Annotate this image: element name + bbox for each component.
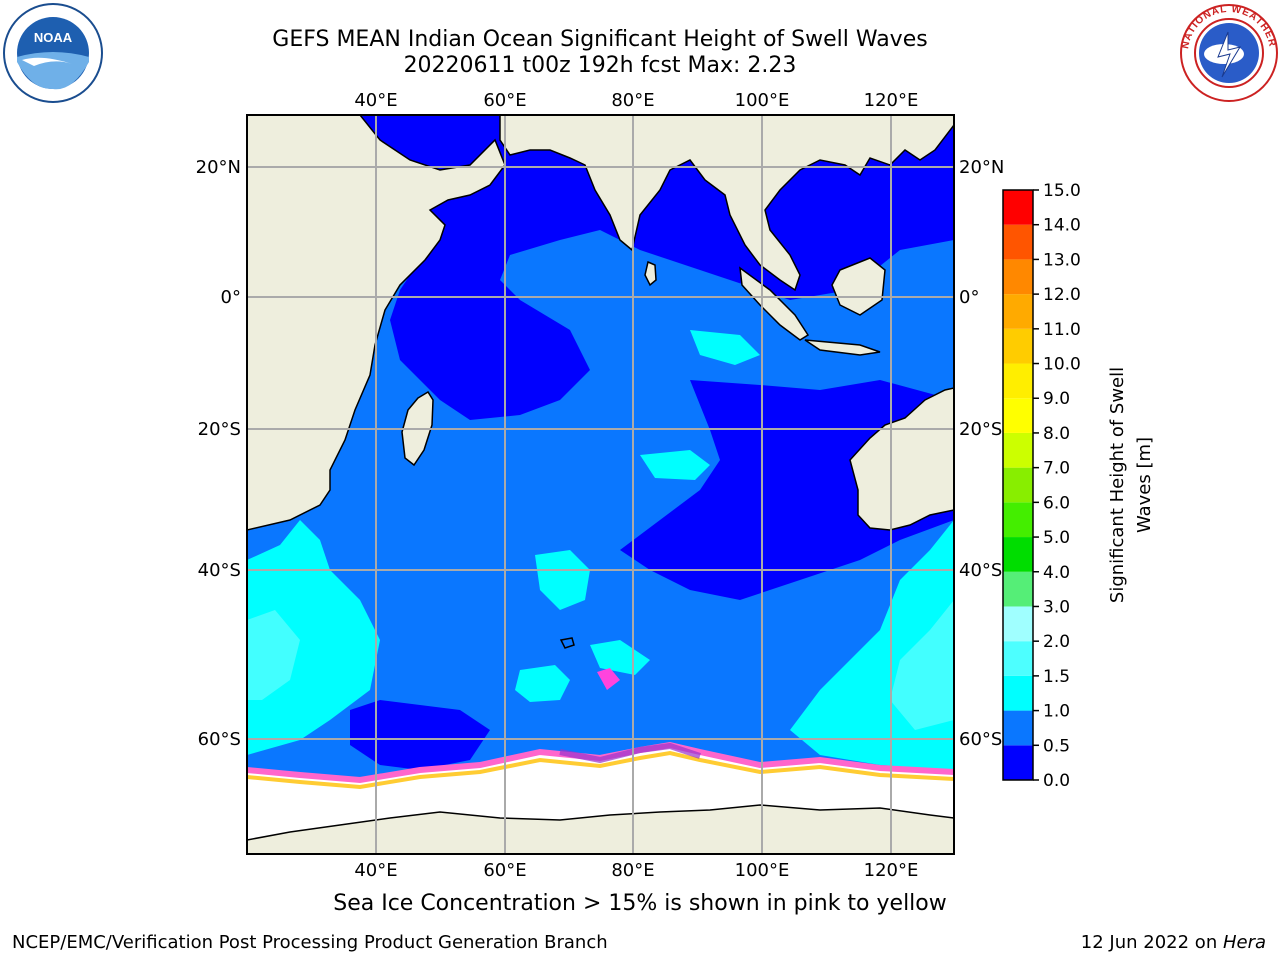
lon-label-bottom-60e: 60°E bbox=[483, 860, 526, 881]
chart-title: GEFS MEAN Indian Ocean Significant Heigh… bbox=[272, 27, 928, 52]
footer-date-text: 12 Jun 2022 on bbox=[1080, 932, 1223, 953]
land-sri-lanka bbox=[644, 260, 657, 287]
colorbar-swatch-4.0 bbox=[1003, 537, 1033, 572]
colorbar bbox=[1002, 189, 1034, 781]
lat-label-left-20n: 20°N bbox=[196, 157, 241, 178]
footer-credit: NCEP/EMC/Verification Post Processing Pr… bbox=[12, 932, 608, 953]
colorbar-tick-label: 11.0 bbox=[1043, 320, 1081, 340]
map-frame bbox=[246, 114, 955, 855]
lon-label-top-60e: 60°E bbox=[483, 90, 526, 111]
noaa-logo-text: NOAA bbox=[34, 30, 73, 45]
footer-host: Hera bbox=[1222, 932, 1266, 953]
lon-label-bottom-120e: 120°E bbox=[864, 860, 919, 881]
colorbar-tick-label: 15.0 bbox=[1043, 181, 1081, 201]
colorbar-tick-label: 9.0 bbox=[1043, 389, 1070, 409]
lon-label-top-100e: 100°E bbox=[735, 90, 790, 111]
swell-band-1.5-2.0 bbox=[247, 600, 954, 730]
colorbar-tick-label: 12.0 bbox=[1043, 285, 1081, 305]
colorbar-tick-label: 1.5 bbox=[1043, 667, 1070, 687]
colorbar-swatch-0.0 bbox=[1003, 745, 1033, 780]
colorbar-tick-label: 3.0 bbox=[1043, 597, 1070, 617]
colorbar-tick-label: 10.0 bbox=[1043, 355, 1081, 375]
colorbar-swatch-1.5 bbox=[1003, 641, 1033, 676]
colorbar-swatch-3.0 bbox=[1003, 571, 1033, 607]
colorbar-swatch-13.0 bbox=[1003, 224, 1033, 260]
lat-label-right-0: 0° bbox=[959, 287, 979, 308]
nws-logo: NATIONAL WEATHER SERVICE bbox=[1178, 2, 1278, 102]
colorbar-swatch-10.0 bbox=[1003, 328, 1033, 364]
land-india-asia bbox=[499, 115, 954, 292]
colorbar-tick-label: 6.0 bbox=[1043, 493, 1070, 513]
colorbar-tick-label: 13.0 bbox=[1043, 250, 1081, 270]
colorbar-label-line1: Significant Height of Swell bbox=[1107, 367, 1128, 603]
colorbar-swatch-11.0 bbox=[1003, 294, 1033, 329]
land-sumatra bbox=[739, 266, 810, 341]
colorbar-swatch-14.0 bbox=[1003, 190, 1033, 225]
colorbar-swatch-5.0 bbox=[1003, 502, 1033, 538]
colorbar-tick-label: 8.0 bbox=[1043, 424, 1070, 444]
sea-ice-edge-purple bbox=[559, 742, 701, 764]
gridlines bbox=[247, 115, 954, 854]
ice-patch-magenta bbox=[597, 668, 620, 690]
colorbar-swatch-9.0 bbox=[1003, 363, 1033, 399]
colorbar-swatch-12.0 bbox=[1003, 259, 1033, 295]
colorbar-ticks: 0.0 0.5 1.0 1.5 2.0 3.0 4.0 5.0 6.0 7.0 8.0 9.0 10.0… bbox=[1033, 181, 1081, 791]
colorbar-swatch-0.5 bbox=[1003, 710, 1033, 746]
colorbar-swatch-1.0 bbox=[1003, 675, 1033, 711]
colorbar-label-line2: Waves [m] bbox=[1134, 437, 1155, 533]
land-java bbox=[804, 339, 881, 356]
lat-label-right-40s: 40°S bbox=[959, 560, 1002, 581]
lon-label-bottom-40e: 40°E bbox=[354, 860, 397, 881]
colorbar-swatch-8.0 bbox=[1003, 398, 1033, 433]
colorbar-tick-label: 0.0 bbox=[1043, 771, 1070, 791]
chart-subtitle: 20220611 t00z 192h fcst Max: 2.23 bbox=[403, 53, 797, 78]
colorbar-tick-label: 2.0 bbox=[1043, 632, 1070, 652]
lon-label-top-120e: 120°E bbox=[864, 90, 919, 111]
lon-label-bottom-100e: 100°E bbox=[735, 860, 790, 881]
sea-ice-note: Sea Ice Concentration > 15% is shown in … bbox=[333, 891, 947, 916]
lat-label-right-60s: 60°S bbox=[959, 729, 1002, 750]
land bbox=[247, 115, 954, 854]
colorbar-swatch-7.0 bbox=[1003, 432, 1033, 468]
colorbar-swatch-6.0 bbox=[1003, 467, 1033, 503]
lat-label-left-20s: 20°S bbox=[198, 419, 241, 440]
footer-date: 12 Jun 2022 on Hera bbox=[1081, 932, 1266, 953]
lat-label-left-40s: 40°S bbox=[198, 560, 241, 581]
sea-ice-edge-yellow bbox=[247, 750, 954, 790]
colorbar-tick-label: 5.0 bbox=[1043, 528, 1070, 548]
lon-label-bottom-80e: 80°E bbox=[611, 860, 654, 881]
lat-label-left-60s: 60°S bbox=[198, 729, 241, 750]
colorbar-swatch-2.0 bbox=[1003, 606, 1033, 642]
land-antarctica bbox=[247, 804, 954, 854]
colorbar-tick-label: 7.0 bbox=[1043, 459, 1070, 479]
colorbar-tick-label: 0.5 bbox=[1043, 736, 1070, 756]
land-borneo bbox=[831, 257, 886, 316]
lat-label-right-20n: 20°N bbox=[959, 157, 1004, 178]
kerguelen-island bbox=[559, 637, 575, 649]
lat-label-left-0: 0° bbox=[221, 287, 241, 308]
colorbar-tick-label: 1.0 bbox=[1043, 702, 1070, 722]
lon-label-top-40e: 40°E bbox=[354, 90, 397, 111]
colorbar-tick-label: 14.0 bbox=[1043, 216, 1081, 236]
noaa-logo: NOAA bbox=[3, 3, 103, 103]
colorbar-frame bbox=[1002, 189, 1034, 781]
lat-label-right-20s: 20°S bbox=[959, 419, 1002, 440]
colorbar-tick-label: 4.0 bbox=[1043, 563, 1070, 583]
lon-label-top-80e: 80°E bbox=[611, 90, 654, 111]
